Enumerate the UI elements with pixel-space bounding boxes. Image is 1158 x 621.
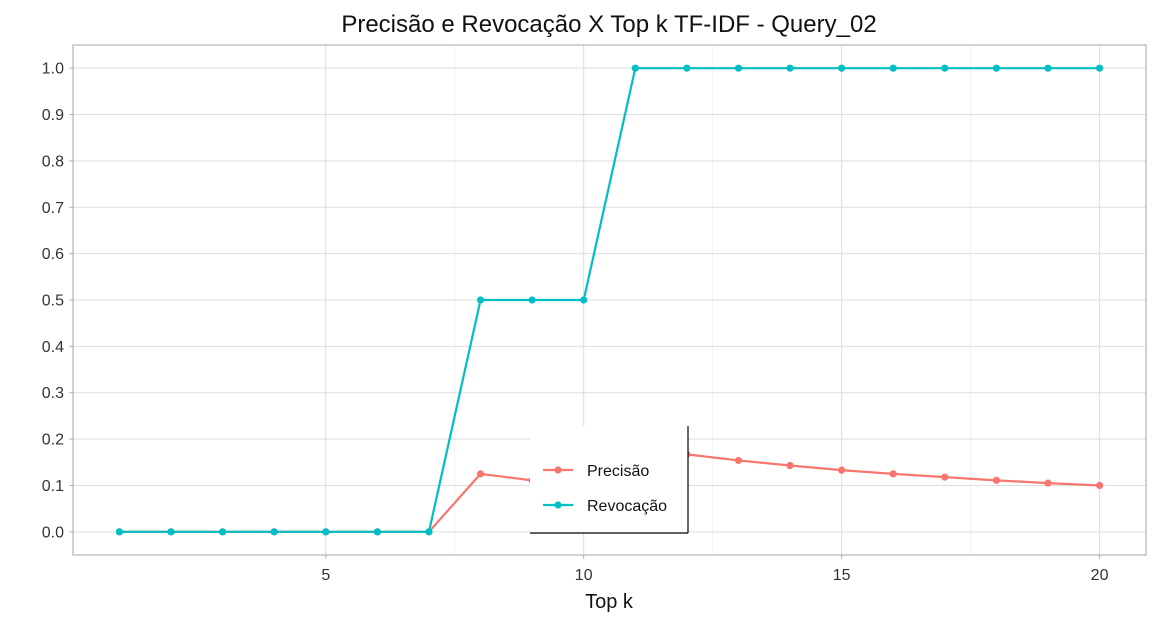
data-point bbox=[838, 466, 846, 474]
data-point bbox=[838, 64, 846, 72]
x-tick-label: 5 bbox=[321, 567, 330, 584]
legend-label: Revocação bbox=[587, 498, 667, 515]
data-point bbox=[734, 456, 743, 465]
data-point bbox=[786, 461, 794, 470]
data-point bbox=[476, 296, 485, 304]
y-tick-label: 0.8 bbox=[42, 153, 64, 170]
data-point bbox=[270, 528, 278, 536]
x-tick-label: 15 bbox=[833, 567, 851, 584]
data-point bbox=[1044, 479, 1052, 487]
series-line bbox=[119, 67, 1100, 533]
data-point bbox=[322, 528, 330, 536]
y-tick-label: 0.0 bbox=[42, 524, 64, 541]
data-point bbox=[580, 296, 588, 304]
data-point bbox=[683, 64, 691, 72]
data-point bbox=[941, 473, 949, 481]
y-tick-label: 0.7 bbox=[42, 200, 64, 217]
x-tick-label: 10 bbox=[575, 567, 593, 584]
data-point bbox=[1095, 64, 1104, 72]
data-point bbox=[631, 64, 639, 72]
y-tick-label: 0.5 bbox=[42, 293, 64, 310]
data-point bbox=[734, 64, 743, 72]
legend-label: Precisão bbox=[587, 463, 649, 480]
data-point bbox=[941, 64, 949, 72]
data-point bbox=[219, 528, 227, 536]
y-tick-label: 0.1 bbox=[42, 478, 64, 495]
y-tick-label: 0.2 bbox=[42, 432, 64, 449]
data-point bbox=[889, 470, 897, 478]
data-point bbox=[1095, 481, 1104, 490]
data-point bbox=[992, 476, 1000, 484]
legend: Precisão Revocação bbox=[530, 426, 689, 534]
data-point bbox=[115, 528, 124, 536]
gridlines bbox=[73, 45, 1146, 555]
data-point bbox=[992, 64, 1000, 72]
legend-key-point bbox=[554, 501, 562, 509]
chart-title: Precisão e Revocação X Top k TF-IDF - Qu… bbox=[341, 11, 876, 38]
x-axis-ticks: 5 10 15 20 bbox=[321, 555, 1109, 584]
x-axis-title: Top k bbox=[585, 591, 634, 613]
y-tick-label: 0.6 bbox=[42, 246, 64, 263]
data-point bbox=[425, 528, 433, 536]
y-tick-label: 1.0 bbox=[42, 61, 64, 78]
data-point bbox=[786, 64, 794, 72]
y-tick-label: 0.3 bbox=[42, 385, 64, 402]
y-tick-label: 0.4 bbox=[42, 339, 64, 356]
y-tick-label: 0.9 bbox=[42, 107, 64, 124]
x-tick-label: 20 bbox=[1091, 567, 1109, 584]
y-axis-ticks: 0.0 0.1 0.2 0.3 0.4 0.5 0.6 0.7 0.8 0.9 1.0 bbox=[42, 61, 73, 541]
data-point bbox=[476, 470, 485, 478]
data-point bbox=[373, 528, 381, 536]
legend-key-point bbox=[554, 466, 562, 474]
data-point bbox=[167, 528, 175, 536]
legend-box bbox=[530, 426, 688, 533]
data-point bbox=[889, 64, 897, 72]
data-point bbox=[528, 296, 536, 304]
data-point bbox=[1044, 64, 1052, 72]
